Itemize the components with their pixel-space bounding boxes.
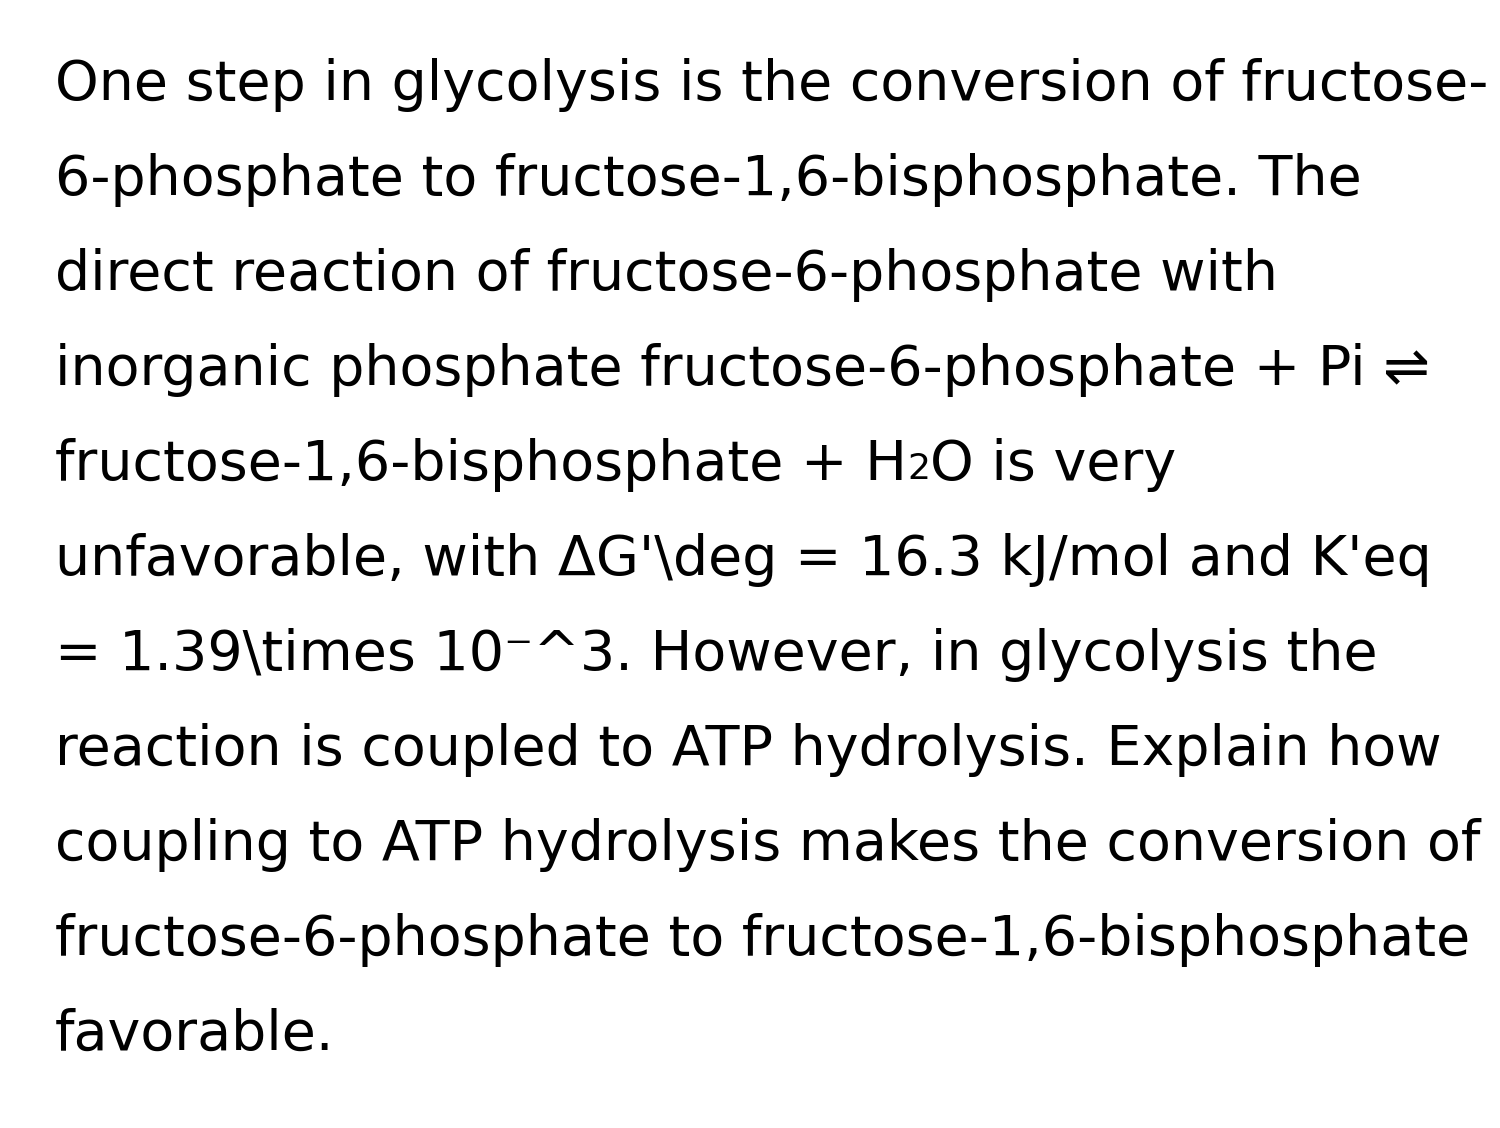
Text: fructose-1,6-bisphosphate + H: fructose-1,6-bisphosphate + H (56, 438, 907, 492)
Text: favorable.: favorable. (56, 1008, 334, 1061)
Text: 6-phosphate to fructose-1,6-bisphosphate. The: 6-phosphate to fructose-1,6-bisphosphate… (56, 153, 1362, 208)
Text: fructose-6-phosphate to fructose-1,6-bisphosphate: fructose-6-phosphate to fructose-1,6-bis… (56, 913, 1470, 967)
Text: direct reaction of fructose-6-phosphate with: direct reaction of fructose-6-phosphate … (56, 248, 1278, 302)
Text: inorganic phosphate fructose-6-phosphate + Pi ⇌: inorganic phosphate fructose-6-phosphate… (56, 343, 1430, 397)
Text: One step in glycolysis is the conversion of fructose-: One step in glycolysis is the conversion… (56, 58, 1488, 112)
Text: 2: 2 (908, 451, 930, 485)
Text: = 1.39\times 10⁻^3. However, in glycolysis the: = 1.39\times 10⁻^3. However, in glycolys… (56, 628, 1377, 682)
Text: reaction is coupled to ATP hydrolysis. Explain how: reaction is coupled to ATP hydrolysis. E… (56, 723, 1442, 777)
Text: coupling to ATP hydrolysis makes the conversion of: coupling to ATP hydrolysis makes the con… (56, 818, 1480, 872)
Text: O is very: O is very (930, 438, 1176, 492)
Text: unfavorable, with ΔG'\deg = 16.3 kJ/mol and K'eq: unfavorable, with ΔG'\deg = 16.3 kJ/mol … (56, 534, 1431, 587)
